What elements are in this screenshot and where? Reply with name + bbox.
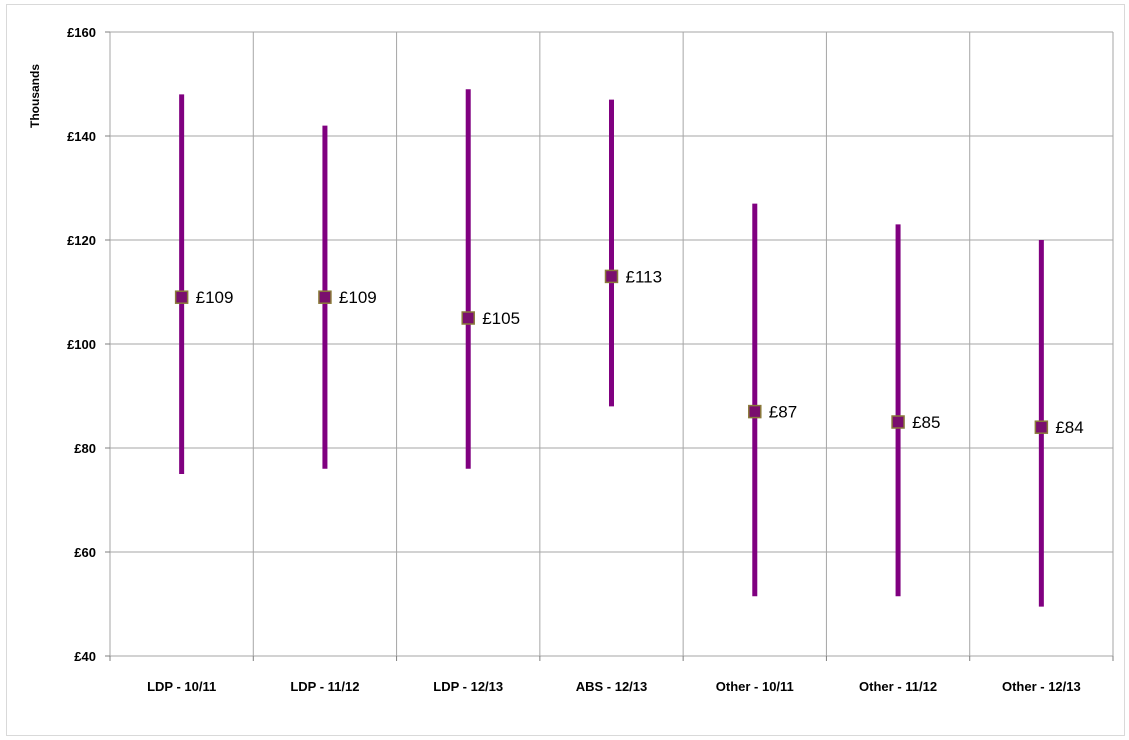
x-tick-label: Other - 11/12 [859, 679, 937, 694]
value-marker [748, 404, 762, 419]
x-tick-label: LDP - 12/13 [433, 679, 503, 694]
value-marker [604, 269, 619, 284]
value-marker [891, 415, 905, 429]
y-tick-label: £40 [74, 649, 96, 664]
y-tick-label: £160 [67, 25, 96, 40]
x-tick-label: Other - 12/13 [1002, 679, 1081, 694]
data-label: £109 [339, 288, 377, 307]
data-label: £85 [912, 413, 940, 432]
data-label: £113 [626, 267, 663, 286]
x-tick-label: LDP - 11/12 [290, 679, 359, 694]
y-axis-label: Thousands [28, 64, 42, 128]
value-marker [174, 290, 189, 304]
series-range-bars [174, 89, 1049, 607]
y-tick-label: £60 [74, 545, 96, 560]
y-tick-label: £140 [67, 129, 96, 144]
axes: £40 £60 £80 £100 £120 £140 £160 LDP - 10/11 LDP … [67, 25, 1114, 694]
value-marker [461, 311, 475, 325]
y-tick-label: £80 [74, 441, 96, 456]
data-label: £109 [196, 288, 234, 307]
value-marker [318, 290, 332, 304]
data-label: £105 [482, 309, 520, 328]
x-tick-label: Other - 10/11 [716, 679, 794, 694]
value-marker [1034, 420, 1049, 434]
x-tick-label: ABS - 12/13 [576, 679, 648, 694]
y-tick-label: £100 [67, 337, 96, 352]
y-tick-label: £120 [67, 233, 96, 248]
data-labels: £109 £109 £105 £113 £87 £85 £84 [196, 267, 1084, 437]
x-tick-label: LDP - 10/11 [147, 679, 216, 694]
data-label: £87 [769, 403, 797, 422]
data-label: £84 [1055, 418, 1083, 437]
chart-frame [6, 4, 1125, 736]
gridlines [109, 31, 1114, 657]
